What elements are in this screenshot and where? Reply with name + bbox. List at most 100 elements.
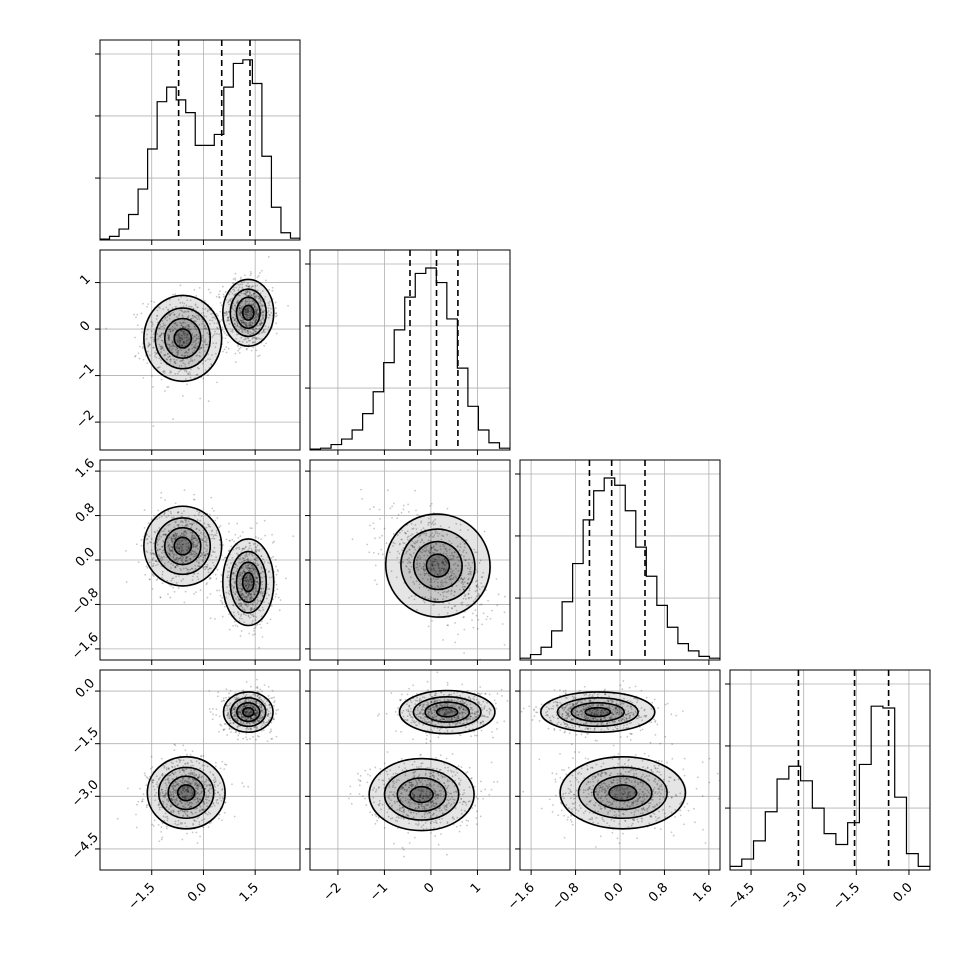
scatter-point [207, 568, 210, 571]
scatter-point [475, 580, 477, 583]
scatter-point [228, 303, 230, 306]
scatter-point [246, 704, 249, 707]
scatter-point [170, 761, 173, 764]
density-contour [173, 328, 193, 349]
scatter-point [431, 563, 434, 566]
scatter-point [136, 324, 139, 327]
scatter-point [202, 826, 205, 829]
scatter-point [210, 530, 213, 533]
scatter-point [182, 567, 185, 570]
scatter-point [183, 770, 186, 773]
scatter-point [220, 724, 223, 727]
scatter-point [245, 552, 248, 555]
scatter-point [147, 342, 150, 344]
scatter-point [148, 561, 151, 564]
scatter-point [171, 778, 174, 780]
scatter-point [181, 795, 184, 798]
scatter-point [182, 341, 185, 344]
scatter-point [248, 339, 250, 342]
scatter-point [177, 823, 180, 826]
scatter-point [434, 598, 437, 600]
scatter-point [190, 368, 192, 371]
scatter-point [184, 803, 187, 805]
scatter-point [183, 781, 186, 783]
scatter-point [249, 580, 252, 583]
scatter-point [173, 537, 176, 540]
scatter-point [234, 692, 237, 695]
scatter-point [245, 294, 248, 297]
scatter-point [174, 566, 177, 569]
scatter-point [235, 598, 237, 600]
scatter-point [446, 624, 449, 627]
histogram-step [310, 267, 510, 450]
scatter-point [208, 567, 211, 570]
scatter-point [411, 546, 414, 548]
scatter-point [219, 290, 221, 293]
scatter-point [419, 541, 422, 544]
scatter-point [236, 344, 239, 346]
scatter-point [248, 542, 251, 545]
scatter-point [252, 328, 255, 331]
scatter-point [196, 318, 199, 321]
scatter-point [430, 546, 433, 549]
scatter-point [175, 558, 178, 561]
scatter-point [192, 780, 195, 782]
scatter-point [438, 532, 441, 535]
scatter-point [174, 785, 177, 788]
scatter-point [151, 552, 154, 555]
scatter-point [214, 333, 216, 335]
scatter-point [197, 776, 200, 779]
scatter-point [237, 294, 240, 296]
scatter-point [200, 776, 203, 779]
scatter-point [452, 555, 455, 557]
scatter-point [207, 353, 209, 356]
scatter-point [252, 300, 255, 303]
scatter-point [185, 518, 188, 521]
scatter-point [192, 823, 195, 826]
scatter-point [199, 355, 202, 358]
scatter-point [172, 311, 174, 314]
scatter-point [253, 576, 256, 579]
scatter-point [170, 793, 173, 796]
scatter-point [236, 564, 238, 567]
scatter-point [408, 571, 411, 574]
scatter-point [225, 313, 228, 316]
scatter-point [194, 543, 197, 546]
scatter-point [235, 706, 238, 709]
scatter-point [256, 678, 258, 681]
scatter-point [194, 304, 197, 307]
scatter-point [178, 550, 181, 553]
scatter-point [424, 596, 427, 599]
scatter-point [427, 524, 430, 526]
scatter-point [231, 712, 234, 715]
scatter-point [253, 713, 256, 716]
scatter-point [451, 571, 453, 574]
scatter-point [268, 588, 271, 590]
scatter-point [228, 714, 231, 717]
scatter-point [261, 708, 264, 711]
scatter-point [247, 306, 250, 309]
scatter-point [152, 346, 154, 349]
scatter-point [259, 703, 262, 706]
scatter-point [251, 706, 254, 709]
scatter-point [242, 594, 245, 597]
scatter-point [442, 562, 445, 565]
scatter-point [191, 771, 194, 774]
scatter-point [249, 316, 252, 319]
scatter-point [167, 343, 169, 346]
scatter-point [191, 343, 193, 346]
scatter-point [249, 307, 252, 309]
scatter-point [154, 353, 157, 355]
scatter-point [185, 560, 188, 563]
scatter-point [172, 564, 174, 567]
scatter-point [256, 585, 258, 588]
scatter-point [244, 302, 247, 305]
scatter-point [464, 585, 466, 588]
scatter-point [197, 777, 200, 780]
scatter-point [135, 813, 137, 816]
scatter-point [166, 319, 169, 322]
scatter-point [240, 281, 243, 284]
scatter-point [196, 576, 199, 578]
scatter-point [423, 565, 425, 568]
scatter-point [203, 350, 206, 352]
